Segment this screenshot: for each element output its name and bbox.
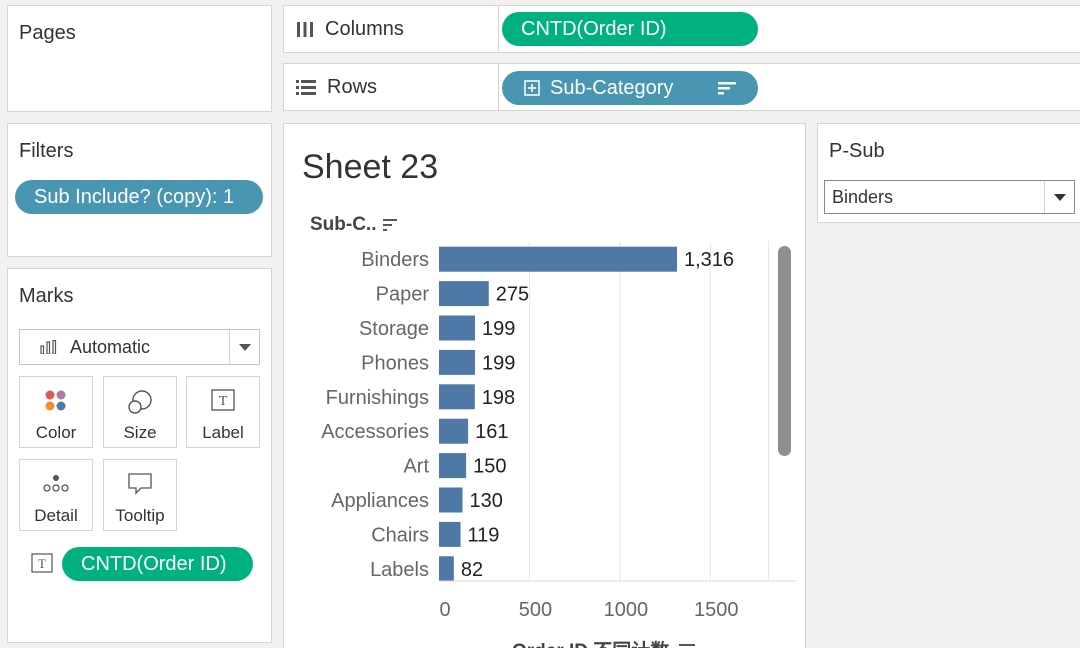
row-header-label: Sub-C.. <box>310 214 377 235</box>
x-axis-title: Order ID 不同计数 <box>512 636 696 648</box>
svg-text:T: T <box>219 394 228 409</box>
detail-icon <box>43 475 69 492</box>
bar-furnishings <box>439 384 475 410</box>
bar-storage <box>439 315 475 341</box>
row-header[interactable]: Sub-C.. <box>310 214 397 236</box>
category-label-appliances: Appliances <box>331 490 429 512</box>
sort-descending-icon[interactable] <box>382 218 397 232</box>
filter-pill-sub-include[interactable]: Sub Include? (copy): 1 <box>15 180 263 214</box>
x-axis-title-label: Order ID 不同计数 <box>512 636 669 648</box>
sheet-title: Sheet 23 <box>302 148 439 186</box>
columns-label-group: Columns <box>295 6 404 52</box>
chevron-down-icon <box>1053 193 1066 201</box>
value-label-labels: 82 <box>461 559 483 581</box>
color-icon <box>45 390 66 411</box>
label-button-label: Label <box>202 423 244 442</box>
x-tick-label-0: 0 <box>439 599 450 621</box>
marks-label-pill-text: CNTD(Order ID) <box>81 552 227 575</box>
value-label-art: 150 <box>473 456 506 478</box>
category-label-furnishings: Furnishings <box>326 387 429 409</box>
bar-labels <box>439 556 454 582</box>
shelf-divider <box>498 6 499 52</box>
bar-paper <box>439 281 489 307</box>
bar-binders <box>439 246 677 272</box>
rows-icon <box>296 80 316 95</box>
detail-button-label: Detail <box>34 506 78 525</box>
filters-title: Filters <box>19 140 74 162</box>
bar-appliances <box>439 487 463 513</box>
pages-title: Pages <box>19 22 76 44</box>
tooltip-icon <box>128 473 152 495</box>
filter-pill-label: Sub Include? (copy): 1 <box>34 185 235 208</box>
rows-label-group: Rows <box>295 64 377 110</box>
category-label-phones: Phones <box>361 352 429 374</box>
rows-pill-label: Sub-Category <box>550 76 674 99</box>
value-label-binders: 1,316 <box>684 249 734 271</box>
size-icon <box>128 390 152 414</box>
shelf-divider <box>498 64 499 110</box>
parameter-dropdown[interactable]: Binders <box>824 180 1075 214</box>
value-label-furnishings: 198 <box>482 387 515 409</box>
sort-descending-icon[interactable] <box>718 80 736 96</box>
columns-icon <box>297 21 313 37</box>
category-label-accessories: Accessories <box>321 421 429 443</box>
value-label-chairs: 119 <box>468 524 500 546</box>
value-label-phones: 199 <box>482 352 515 374</box>
bar-accessories <box>439 418 469 444</box>
value-label-appliances: 130 <box>470 490 503 512</box>
color-button[interactable]: Color <box>19 376 93 448</box>
parameter-dropdown-arrow[interactable] <box>1044 181 1074 213</box>
tooltip-button[interactable]: Tooltip <box>103 459 177 531</box>
rows-pill-sub-category[interactable]: Sub-Category <box>502 71 758 105</box>
sort-descending-icon[interactable] <box>679 643 696 648</box>
text-label-icon: T <box>31 553 53 573</box>
marks-title: Marks <box>19 285 74 307</box>
category-label-paper: Paper <box>376 284 430 306</box>
value-label-storage: 199 <box>482 318 515 340</box>
expand-plus-icon[interactable] <box>524 80 540 96</box>
svg-text:T: T <box>38 556 46 571</box>
columns-label: Columns <box>325 17 404 40</box>
bar-phones <box>439 349 475 375</box>
x-tick-label-500: 500 <box>519 599 552 621</box>
size-button-label: Size <box>123 423 157 442</box>
scrollbar-track[interactable] <box>768 241 796 581</box>
marks-card: Marks <box>7 268 272 643</box>
mark-type-dropdown-arrow[interactable] <box>229 330 259 364</box>
x-tick-label-1500: 1500 <box>694 599 739 621</box>
text-label-icon: T <box>211 389 235 411</box>
chevron-down-icon <box>238 343 251 351</box>
parameter-title: P-Sub <box>829 140 885 162</box>
bar-art <box>439 453 467 479</box>
bar-chart: Binders 1,316 Paper 275 Storage 199 Phones 199 F… <box>321 242 796 621</box>
category-label-labels: Labels <box>370 559 429 581</box>
detail-button[interactable]: Detail <box>19 459 93 531</box>
bar-chart-icon <box>40 340 57 354</box>
tooltip-button-label: Tooltip <box>115 506 165 525</box>
columns-pill-label: CNTD(Order ID) <box>521 17 667 40</box>
value-label-paper: 275 <box>496 284 529 306</box>
bar-chairs <box>439 521 461 547</box>
category-label-storage: Storage <box>359 318 429 340</box>
mark-type-value: Automatic <box>70 336 151 357</box>
parameter-value: Binders <box>832 186 894 207</box>
label-button[interactable]: T Label <box>186 376 260 448</box>
category-label-art: Art <box>403 456 429 478</box>
mark-type-dropdown[interactable]: Automatic <box>19 329 260 365</box>
category-label-binders: Binders <box>361 249 429 271</box>
category-label-chairs: Chairs <box>371 524 429 546</box>
sheet-view: Sheet 23 Sub-C.. Binders 1,316 Paper 275 Sto… <box>283 123 806 648</box>
value-label-accessories: 161 <box>475 421 508 443</box>
rows-label: Rows <box>327 75 378 98</box>
marks-label-pill-cntd-order-id[interactable]: CNTD(Order ID) <box>62 547 253 581</box>
scrollbar-thumb[interactable] <box>778 246 791 456</box>
x-tick-label-1000: 1000 <box>604 599 649 621</box>
pages-shelf[interactable]: Pages <box>7 5 272 112</box>
size-button[interactable]: Size <box>103 376 177 448</box>
color-button-label: Color <box>35 423 77 442</box>
columns-pill-cntd-order-id[interactable]: CNTD(Order ID) <box>502 12 758 46</box>
